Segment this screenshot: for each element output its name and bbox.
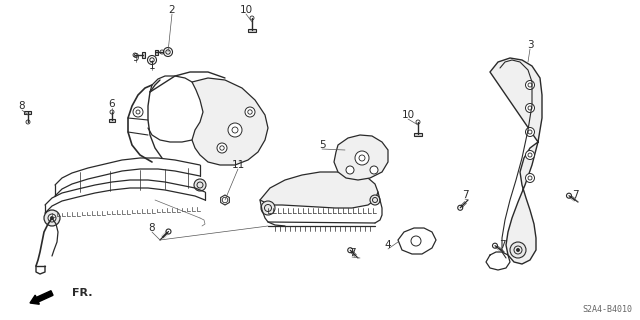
Circle shape: [525, 150, 534, 159]
Circle shape: [245, 107, 255, 117]
Circle shape: [525, 173, 534, 182]
Circle shape: [228, 123, 242, 137]
Circle shape: [133, 107, 143, 117]
Circle shape: [217, 143, 227, 153]
Text: 5: 5: [319, 140, 325, 150]
Text: S2A4-B4010: S2A4-B4010: [582, 305, 632, 314]
Text: 7: 7: [349, 248, 355, 258]
Text: FR.: FR.: [72, 288, 93, 298]
Circle shape: [51, 217, 54, 220]
Circle shape: [525, 127, 534, 137]
Circle shape: [261, 201, 275, 215]
Circle shape: [194, 179, 206, 191]
Text: 8: 8: [19, 101, 26, 111]
Circle shape: [510, 242, 526, 258]
Polygon shape: [248, 28, 256, 31]
Polygon shape: [192, 78, 268, 165]
Circle shape: [44, 210, 60, 226]
Text: 10: 10: [401, 110, 415, 120]
Polygon shape: [414, 132, 422, 135]
Circle shape: [525, 103, 534, 113]
Circle shape: [370, 195, 380, 205]
Text: 11: 11: [232, 160, 244, 170]
Text: 3: 3: [527, 40, 533, 50]
Text: 1: 1: [148, 61, 156, 71]
Text: 6: 6: [109, 99, 115, 109]
Text: 9: 9: [132, 53, 140, 63]
Polygon shape: [260, 172, 378, 208]
Text: 8: 8: [148, 223, 156, 233]
Polygon shape: [109, 118, 115, 122]
Polygon shape: [334, 135, 388, 180]
Circle shape: [355, 151, 369, 165]
Circle shape: [525, 81, 534, 90]
Text: 7: 7: [461, 190, 468, 200]
Polygon shape: [141, 52, 145, 58]
FancyArrow shape: [30, 291, 53, 304]
Polygon shape: [154, 50, 157, 54]
Circle shape: [516, 249, 520, 252]
Text: 4: 4: [385, 240, 391, 250]
Text: 10: 10: [239, 5, 253, 15]
Text: 7: 7: [499, 240, 506, 250]
Circle shape: [346, 166, 354, 174]
Circle shape: [370, 166, 378, 174]
Polygon shape: [24, 110, 31, 114]
Text: 2: 2: [169, 5, 175, 15]
Polygon shape: [490, 58, 542, 264]
Text: 7: 7: [572, 190, 579, 200]
